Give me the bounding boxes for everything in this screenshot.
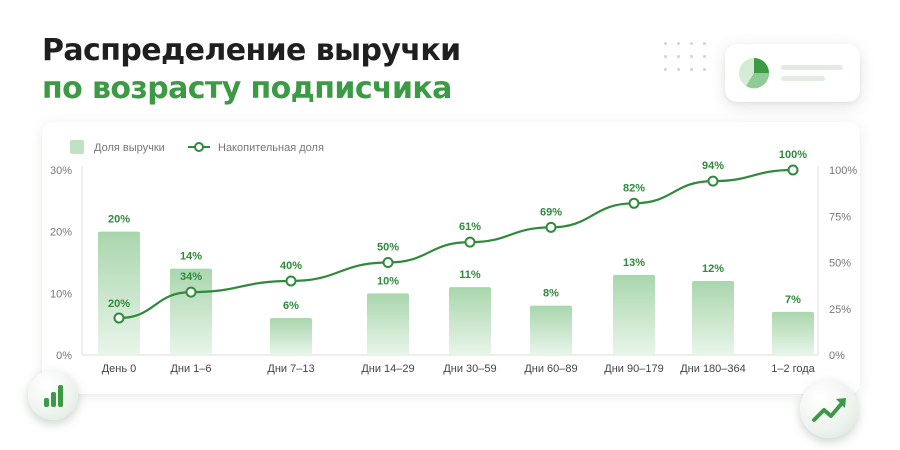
y-right-tick-label: 75% [829,211,851,223]
decorative-dot [677,68,680,71]
x-tick-label: Дни 7–13 [267,363,314,375]
x-tick-label: Дни 90–179 [604,363,663,375]
decorative-dot [664,68,667,71]
y-left-tick-label: 10% [50,288,72,300]
x-tick-label: Дни 14–29 [361,363,414,375]
legend-line-label: Накопительная доля [218,142,324,154]
legend-bar-label: Доля выручки [94,142,165,154]
bar-value-label: 6% [283,300,299,312]
decorative-dot [690,68,693,71]
x-tick-label: 1–2 года [771,363,815,375]
decorative-card [725,44,860,102]
chart-title: Распределение выручки по возрасту подпис… [42,32,461,108]
bar-5 [449,287,491,355]
cumulative-point-4 [382,257,394,268]
decorative-dot [677,42,680,45]
cumulative-value-label: 40% [280,260,302,272]
cumulative-point-3 [285,275,297,287]
bar-chart-icon [44,385,63,407]
y-right-tick-label: 0% [829,350,845,362]
bar-7 [613,274,655,355]
cumulative-point-9 [787,164,799,176]
cumulative-point-6 [545,221,557,233]
bar-6 [530,305,572,355]
x-tick-label: День 0 [102,363,137,375]
bar-value-label: 20% [108,214,130,226]
cumulative-point-7 [628,197,640,209]
bar-value-label: 7% [785,294,801,306]
bar-2 [170,268,212,355]
pie-chart-icon [739,58,770,89]
bar-value-label: 8% [543,288,559,300]
legend-bar-swatch [70,140,84,154]
decorative-dot [664,55,667,58]
legend-line-marker [194,142,204,152]
x-tick-label: Дни 30–59 [443,363,496,375]
decorative-dot [690,42,693,45]
cumulative-value-label: 69% [540,206,562,218]
decorative-line [781,76,825,81]
cumulative-point-2 [185,286,197,298]
cumulative-value-label: 20% [108,298,130,310]
decorative-dot [703,68,706,71]
bar-1 [98,231,140,355]
cumulative-value-label: 34% [180,271,202,283]
bar-3 [270,318,312,355]
cumulative-point-8 [707,175,719,187]
y-left-tick-label: 30% [50,165,72,177]
decorative-dot [677,55,680,58]
decorative-dot [664,42,667,45]
cumulative-value-label: 61% [459,221,481,233]
x-tick-label: Дни 180–364 [680,363,746,375]
decorative-line [781,65,843,70]
x-tick-label: Дни 1–6 [170,363,211,375]
decorative-dots [664,42,712,78]
decorative-dot [690,55,693,58]
decorative-dot [703,55,706,58]
decorative-coin-left [28,370,78,420]
y-left-tick-label: 20% [50,227,72,239]
combo-chart: Доля выручки Накопительная доля 0% 10% 20%… [50,140,857,375]
bar-value-label: 10% [377,275,399,287]
title-line-2: по возрасту подписчика [42,71,452,106]
chart-panel: Доля выручки Накопительная доля 0% 10% 20%… [42,122,860,394]
chart-legend: Доля выручки Накопительная доля [70,140,324,154]
bar-value-label: 14% [180,251,202,263]
bar-4 [367,293,409,355]
y-right-tick-label: 100% [829,165,857,177]
decorative-coin-right [800,380,858,438]
bar-8 [692,281,734,355]
y-right-tick-label: 25% [829,304,851,316]
bar-value-label: 13% [623,257,645,269]
title-line-1: Распределение выручки [42,33,461,68]
x-tick-label: Дни 60–89 [524,363,577,375]
cumulative-point-5 [464,236,476,248]
y-left-tick-label: 0% [56,350,72,362]
trend-up-icon [812,398,846,422]
bar-value-label: 11% [459,269,481,281]
cumulative-value-label: 50% [377,242,399,254]
cumulative-point-1 [113,312,125,324]
decorative-dot [703,42,706,45]
bar-9 [772,311,814,355]
cumulative-value-label: 100% [779,149,807,161]
cumulative-value-label: 94% [702,160,724,172]
bar-value-label: 12% [702,263,724,275]
y-right-tick-label: 50% [829,258,851,270]
cumulative-value-label: 82% [623,182,645,194]
